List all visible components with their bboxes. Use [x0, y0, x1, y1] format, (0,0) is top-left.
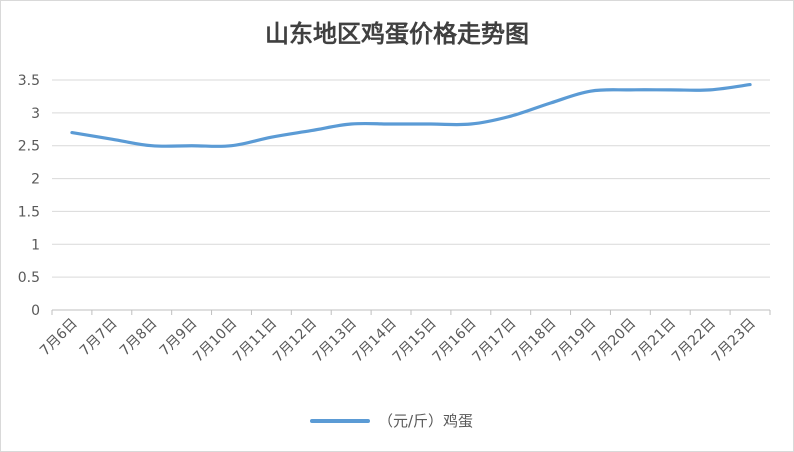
series-line-eggs [70, 83, 752, 148]
x-tick-label: 7月8日 [117, 316, 161, 360]
chart-legend: （元/斤）鸡蛋 [310, 410, 473, 431]
legend-swatch [310, 418, 370, 423]
x-tick-label: 7月23日 [709, 316, 759, 366]
y-tick-label: 1.5 [18, 204, 40, 220]
y-tick-label: 3.5 [18, 73, 40, 89]
y-tick-label: 2 [31, 172, 40, 188]
y-tick-label: 3 [31, 106, 40, 122]
x-tick-label: 7月6日 [37, 316, 81, 360]
y-tick-label: 1 [31, 237, 40, 253]
chart-title: 山东地区鸡蛋价格走势图 [265, 19, 529, 48]
y-tick-label: 0 [31, 303, 40, 319]
y-tick-label: 0.5 [18, 270, 40, 286]
y-tick-label: 2.5 [18, 139, 40, 155]
legend-label: （元/斤）鸡蛋 [378, 412, 474, 430]
x-tick-label: 7月7日 [77, 316, 121, 360]
